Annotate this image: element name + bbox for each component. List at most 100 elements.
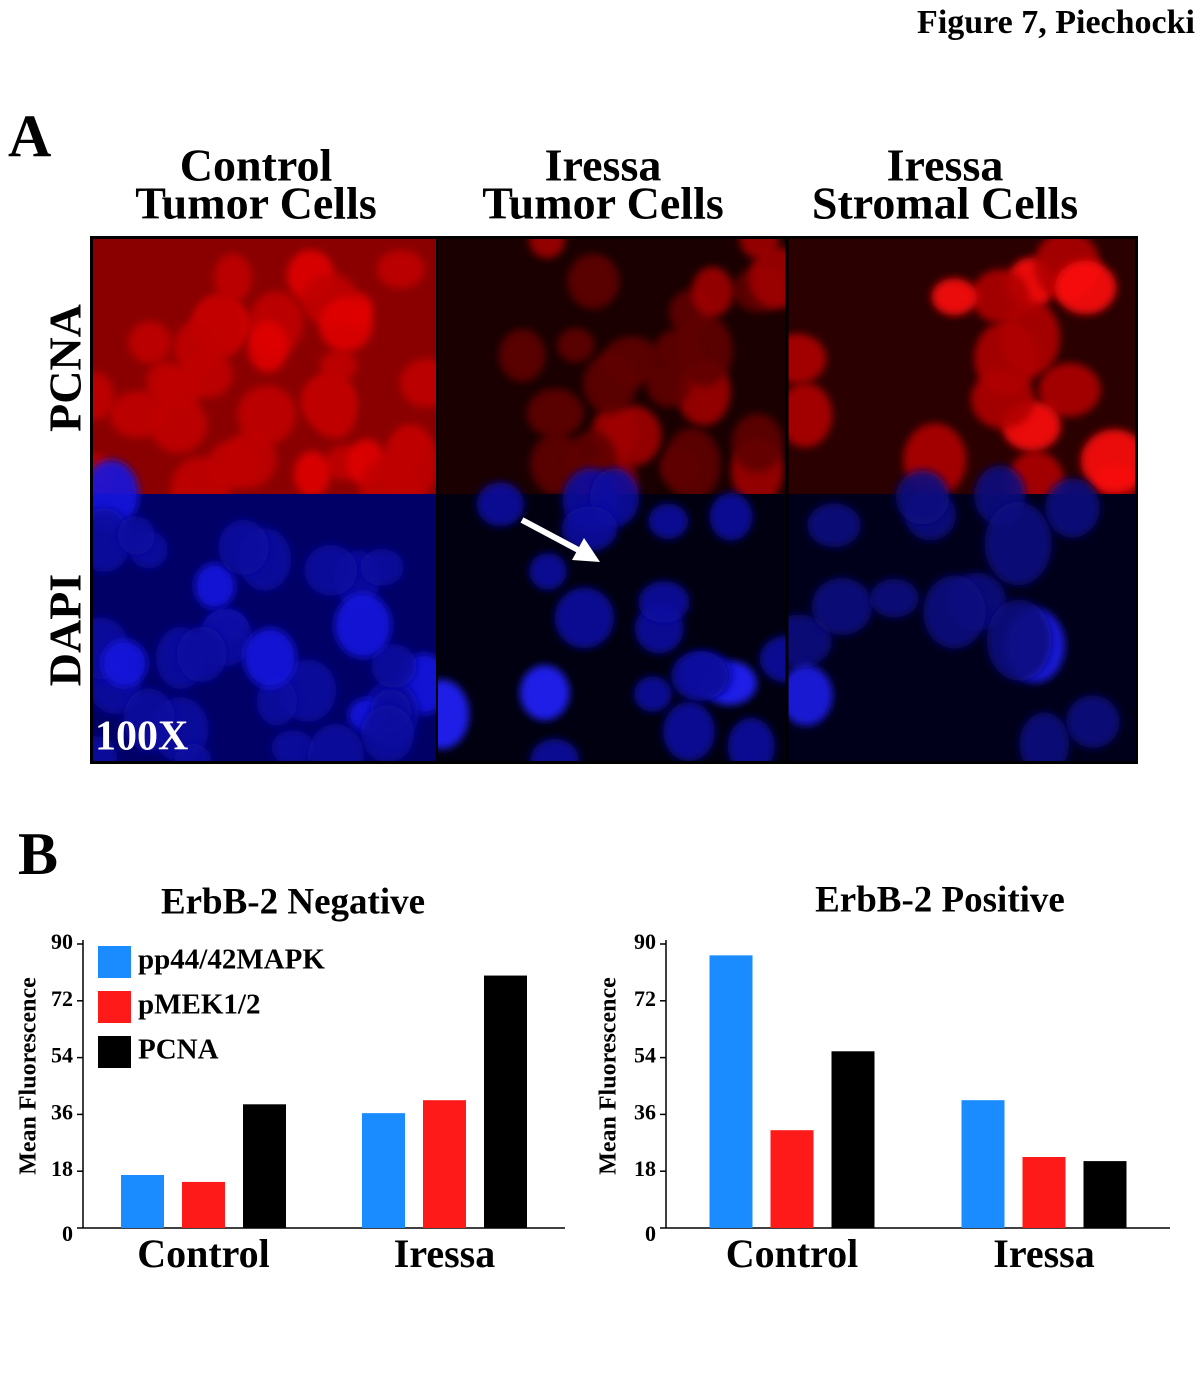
- bar: [243, 1104, 286, 1228]
- panel-label: B: [18, 821, 58, 887]
- cell: [731, 413, 784, 473]
- x-tick-label: Iressa: [993, 1231, 1094, 1276]
- y-tick-label: 0: [645, 1221, 656, 1246]
- cell: [633, 676, 672, 713]
- y-tick-label: 18: [51, 1156, 73, 1181]
- cell: [986, 599, 1052, 681]
- cell: [1038, 363, 1101, 417]
- cell: [146, 360, 184, 405]
- y-tick-label: 90: [634, 929, 656, 954]
- cell: [192, 293, 245, 360]
- chart: ErbB-2 Positive Mean Fluorescence 0 18 36 54 7…: [596, 879, 1170, 1276]
- cell: [583, 353, 637, 414]
- chart: ErbB-2 Negative Mean Fluorescence 0 18 36 54 7…: [16, 881, 565, 1276]
- cell: [400, 358, 437, 408]
- magnification: 100X: [95, 714, 188, 760]
- cell: [101, 639, 148, 687]
- cell: [360, 548, 404, 586]
- cell: [554, 587, 615, 649]
- bar: [121, 1174, 164, 1228]
- cell: [174, 743, 212, 761]
- bar: [362, 1113, 405, 1228]
- cell: [304, 544, 358, 596]
- cell: [676, 314, 733, 387]
- column-header: Stromal Cells: [812, 178, 1078, 229]
- cell: [247, 320, 289, 372]
- row-label: DAPI: [40, 574, 91, 686]
- micrograph: [787, 239, 1135, 514]
- cell: [476, 482, 525, 527]
- x-tick-label: Iressa: [394, 1231, 495, 1276]
- legend-swatch: [98, 946, 131, 978]
- y-tick-label: 54: [634, 1043, 656, 1068]
- column-header: Iressa: [545, 140, 662, 191]
- bar: [484, 975, 527, 1228]
- legend-swatch: [98, 1036, 131, 1068]
- cell: [895, 470, 950, 525]
- cell: [519, 665, 570, 721]
- cell: [499, 329, 546, 382]
- cell: [149, 395, 207, 454]
- cell: [376, 250, 425, 289]
- cell: [1045, 478, 1100, 538]
- cell: [304, 371, 355, 435]
- micrograph: [93, 239, 437, 527]
- cell: [214, 253, 252, 303]
- chart-title: ErbB-2 Positive: [815, 879, 1065, 920]
- y-axis-label: Mean Fluorescence: [16, 977, 42, 1175]
- cell: [243, 627, 297, 688]
- cell: [646, 362, 691, 408]
- bar: [1083, 1161, 1127, 1228]
- row-label: PCNA: [40, 304, 91, 432]
- cell: [256, 676, 298, 726]
- y-tick-label: 72: [634, 986, 656, 1011]
- cell: [561, 506, 618, 552]
- cell: [787, 614, 832, 668]
- cell: [787, 333, 827, 384]
- cell: [727, 717, 775, 761]
- y-axis-label: Mean Fluorescence: [596, 977, 622, 1175]
- cell: [638, 580, 690, 624]
- bar: [709, 955, 753, 1228]
- legend-swatch: [98, 991, 131, 1023]
- cell: [528, 239, 566, 259]
- cell: [671, 650, 728, 702]
- chart-title: ErbB-2 Negative: [161, 881, 425, 922]
- cell: [807, 503, 861, 548]
- y-tick-label: 90: [51, 929, 73, 954]
- column-header: Iressa: [887, 140, 1004, 191]
- y-tick-label: 36: [51, 1099, 73, 1124]
- cell: [662, 701, 716, 761]
- bar: [770, 1130, 814, 1228]
- cell: [371, 643, 417, 689]
- cell: [194, 563, 236, 609]
- cell: [1001, 300, 1061, 376]
- cell: [787, 382, 833, 448]
- cell: [93, 736, 118, 761]
- micrograph: [787, 465, 1135, 761]
- column-header: Control: [180, 140, 333, 191]
- arrow: [520, 517, 600, 562]
- cell: [293, 451, 331, 497]
- cell: [176, 626, 227, 683]
- cell: [709, 492, 753, 541]
- legend-label: pp44/42MAPK: [138, 944, 325, 976]
- cell: [530, 738, 580, 761]
- cell: [1080, 429, 1135, 493]
- bar: [831, 1051, 875, 1228]
- cell: [123, 688, 175, 751]
- bar: [182, 1181, 225, 1228]
- y-tick-label: 72: [51, 986, 73, 1011]
- y-tick-label: 18: [634, 1156, 656, 1181]
- cell: [691, 266, 734, 317]
- legend-label: pMEK1/2: [138, 989, 260, 1021]
- y-tick-label: 0: [62, 1221, 73, 1246]
- y-tick-label: 36: [634, 1099, 656, 1124]
- cell: [870, 578, 919, 618]
- cell: [320, 350, 358, 382]
- cell: [654, 329, 701, 370]
- cell: [437, 679, 470, 750]
- cell: [759, 635, 787, 683]
- cell: [659, 449, 700, 487]
